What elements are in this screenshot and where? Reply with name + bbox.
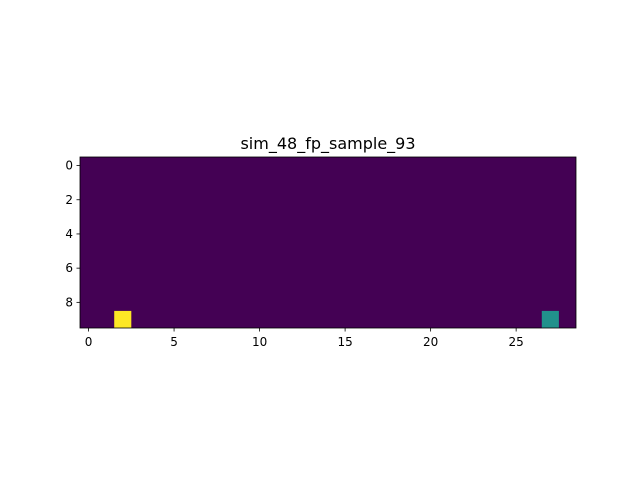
y-tick-label: 4 (65, 227, 73, 241)
plot-area (79, 156, 577, 329)
axes-frame (79, 156, 577, 329)
y-axis: 0 2 4 6 8 (65, 159, 80, 309)
x-tick-label: 15 (337, 335, 352, 349)
x-axis: 0 5 10 15 20 25 (85, 328, 524, 349)
chart-title: sim_48_fp_sample_93 (240, 134, 415, 154)
x-tick-label: 0 (85, 335, 93, 349)
heatmap-cell-0 (114, 310, 132, 328)
x-tick-label: 20 (423, 335, 438, 349)
x-tick-label: 10 (252, 335, 267, 349)
heatmap-cell-1 (541, 310, 559, 328)
y-tick-label: 6 (65, 261, 73, 275)
x-tick-label: 5 (170, 335, 178, 349)
heatmap-background (80, 157, 576, 328)
y-tick-label: 0 (65, 159, 73, 173)
y-tick-label: 8 (65, 295, 73, 309)
x-tick-label: 25 (508, 335, 523, 349)
y-tick-label: 2 (65, 193, 73, 207)
